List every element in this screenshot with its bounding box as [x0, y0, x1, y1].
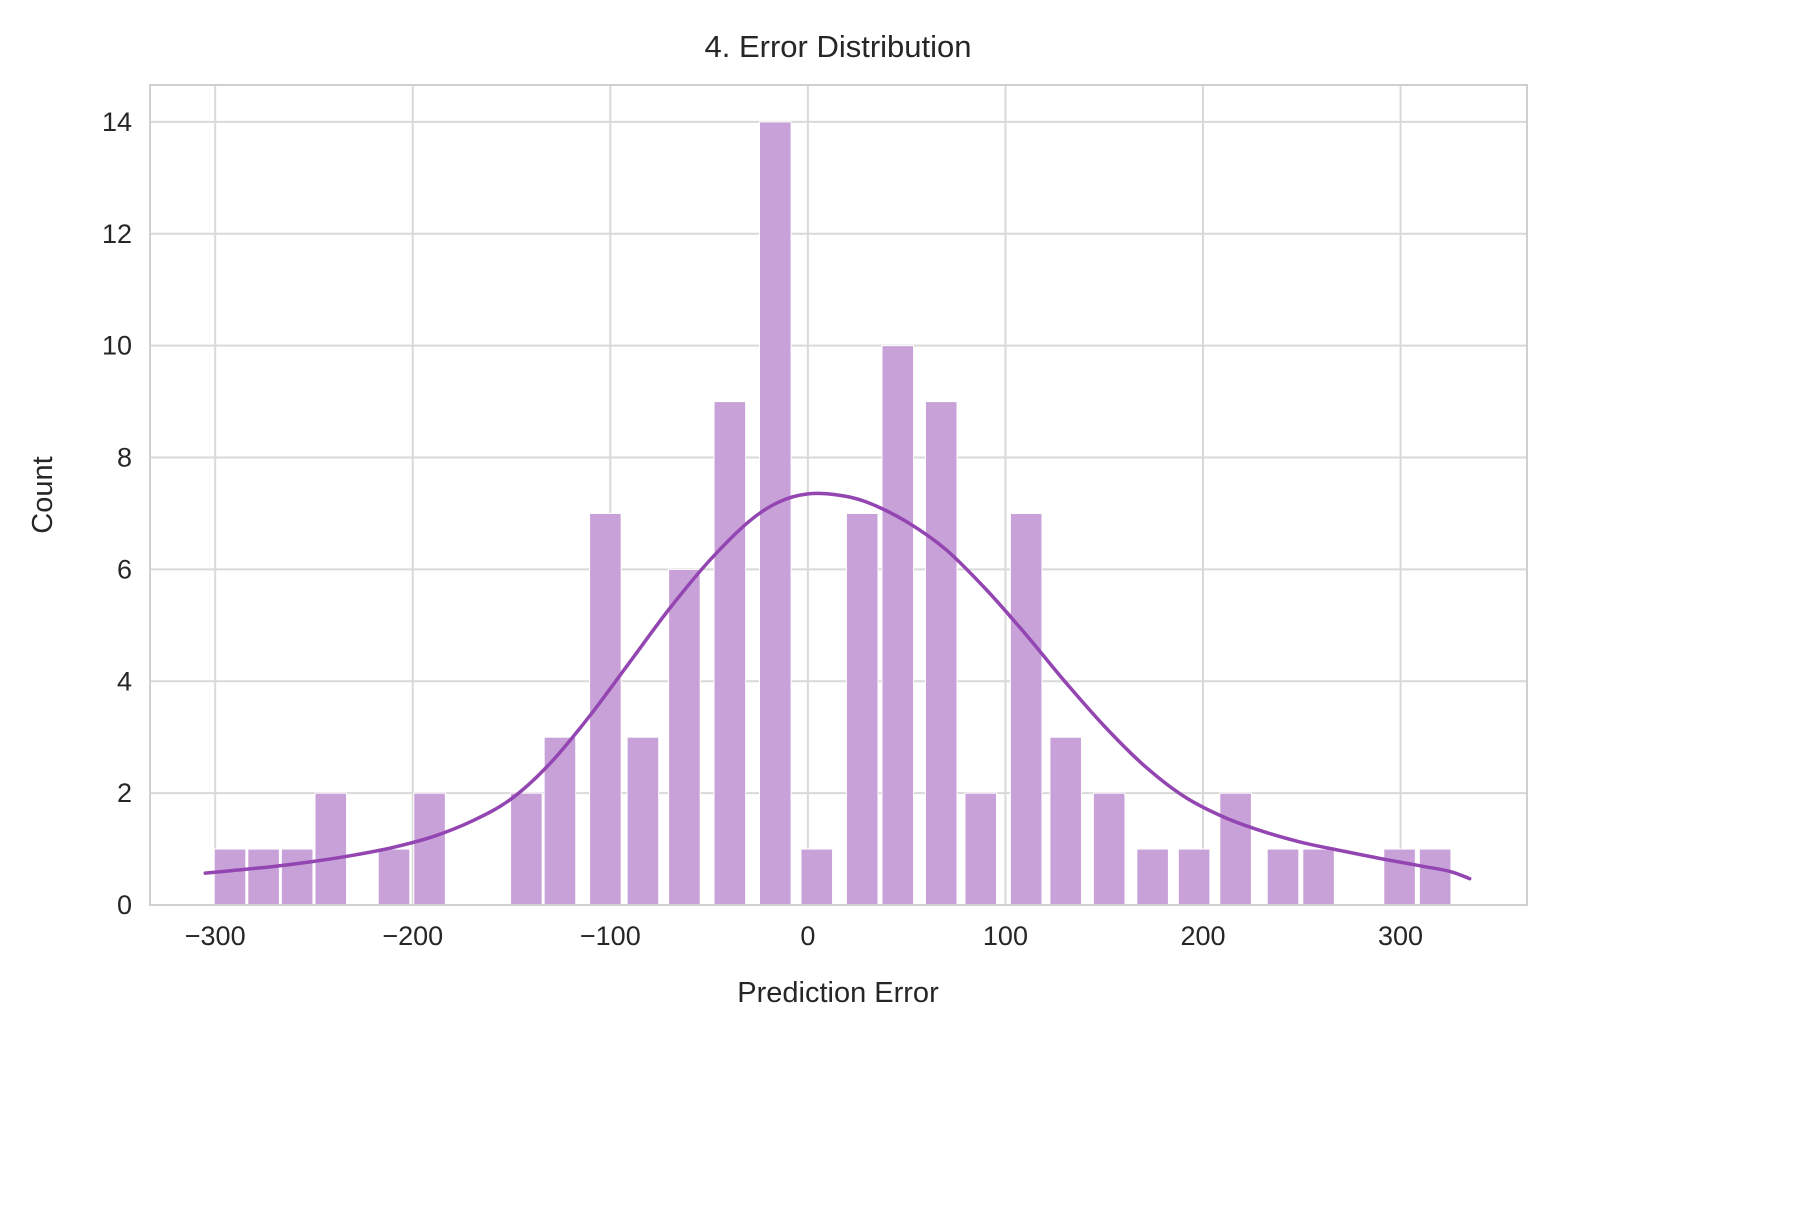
histogram-bar — [1266, 848, 1300, 906]
x-tick-label: −100 — [580, 921, 641, 951]
kde-curve-layer — [203, 491, 1472, 881]
histogram-bar — [758, 121, 792, 906]
y-tick-label: 0 — [117, 890, 132, 920]
histogram-bar — [247, 848, 280, 906]
histogram-bar — [1383, 848, 1416, 906]
histogram-bar — [924, 401, 958, 906]
histogram-bar — [668, 568, 701, 906]
y-tick-label: 4 — [117, 666, 132, 696]
kde-curve-path — [203, 491, 1472, 881]
y-tick-label: 12 — [102, 219, 132, 249]
histogram-bar — [510, 792, 543, 906]
x-axis-label: Prediction Error — [737, 977, 939, 1009]
plot-border — [149, 84, 1528, 906]
x-tick-labels: −300 −200 −100 0 100 200 300 — [185, 921, 1423, 951]
histogram-bar — [845, 512, 879, 906]
x-tick-label: −300 — [185, 921, 246, 951]
histogram-bar — [1092, 792, 1126, 906]
y-tick-labels: 0 2 4 6 8 10 12 14 — [102, 107, 132, 920]
histogram-bar — [1049, 736, 1082, 906]
histogram-bar — [1136, 848, 1169, 906]
histogram-bar — [800, 848, 834, 906]
histogram-bar — [964, 792, 998, 906]
histogram-bar — [881, 345, 915, 906]
gridlines — [150, 85, 1527, 906]
histogram-bar — [1219, 792, 1252, 906]
y-tick-label: 8 — [117, 443, 132, 473]
x-tick-label: −200 — [382, 921, 443, 951]
x-tick-label: 300 — [1378, 921, 1423, 951]
histogram-bar — [314, 792, 348, 906]
histogram-bar — [1009, 512, 1043, 906]
y-tick-label: 2 — [117, 778, 132, 808]
y-axis-label: Count — [27, 456, 59, 533]
histogram-bar — [713, 401, 747, 906]
histogram-bar — [1302, 848, 1335, 906]
x-tick-label: 100 — [983, 921, 1028, 951]
histogram-bar — [1177, 848, 1211, 906]
histogram-bar — [213, 848, 247, 906]
histogram-bar — [1418, 848, 1452, 906]
histogram-bar — [280, 848, 314, 906]
histogram-bars — [213, 121, 1452, 906]
histogram-bar — [413, 792, 446, 906]
histogram-bar — [377, 848, 411, 906]
histogram-bar — [626, 736, 660, 906]
y-tick-label: 6 — [117, 554, 132, 584]
y-tick-label: 10 — [102, 331, 132, 361]
x-tick-label: 200 — [1180, 921, 1225, 951]
x-tick-label: 0 — [800, 921, 815, 951]
y-tick-label: 14 — [102, 107, 132, 137]
chart-title: 4. Error Distribution — [704, 29, 971, 64]
